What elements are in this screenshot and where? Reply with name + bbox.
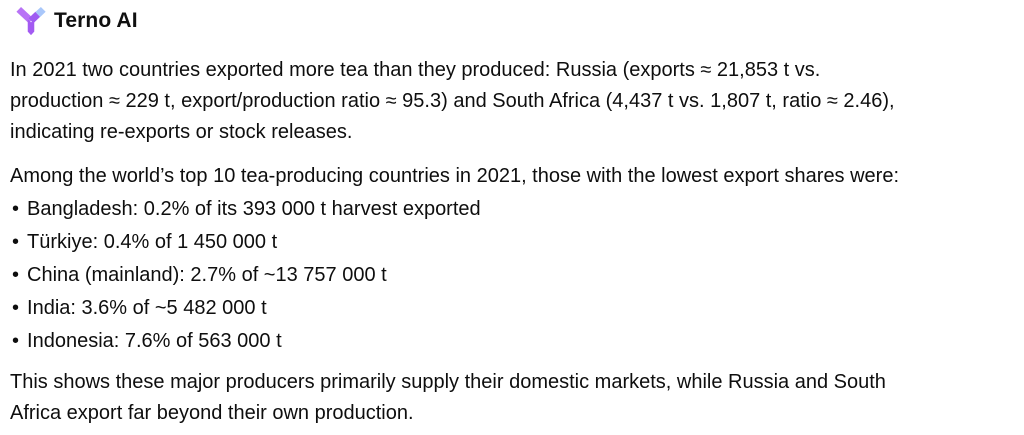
paragraph-line: Africa export far beyond their own produ… [10, 402, 414, 424]
terno-logo-icon [16, 6, 46, 37]
list-item-text: India: 3.6% of ~5 482 000 t [27, 297, 267, 319]
bullet-marker: • [12, 264, 20, 286]
list-item: • Bangladesh: 0.2% of its 393 000 t harv… [10, 193, 1018, 226]
logo-left-arm [16, 6, 34, 23]
paragraph-line: production ≈ 229 t, export/production ra… [10, 90, 895, 112]
bullet-marker: • [12, 330, 20, 352]
answer-paragraph-1: In 2021 two countries exported more tea … [10, 55, 1018, 148]
list-item-text: China (mainland): 2.7% of ~13 757 000 t [27, 264, 387, 286]
bullet-marker: • [12, 231, 20, 253]
list-item-text: Indonesia: 7.6% of 563 000 t [27, 330, 282, 352]
bullet-marker: • [12, 198, 20, 220]
logo-stem [27, 18, 35, 35]
paragraph-line: In 2021 two countries exported more tea … [10, 59, 821, 81]
lowest-export-shares-list: Among the world’s top 10 tea-producing c… [10, 160, 1018, 358]
list-item: • China (mainland): 2.7% of ~13 757 000 … [10, 259, 1018, 292]
bullet-marker: • [12, 297, 20, 319]
brand-name: Terno AI [54, 9, 138, 32]
list-intro: Among the world’s top 10 tea-producing c… [10, 165, 900, 187]
paragraph-line: indicating re-exports or stock releases. [10, 121, 353, 143]
logo-blue-tip [35, 6, 46, 17]
list-item: • Indonesia: 7.6% of 563 000 t [10, 325, 1018, 358]
list-item: • India: 3.6% of ~5 482 000 t [10, 292, 1018, 325]
answer-paragraph-3: This shows these major producers primari… [10, 367, 1018, 429]
logo-right-arm [28, 11, 41, 23]
list-item-text: Bangladesh: 0.2% of its 393 000 t harves… [27, 198, 481, 220]
list-item-text: Türkiye: 0.4% of 1 450 000 t [27, 231, 278, 253]
list-item: • Türkiye: 0.4% of 1 450 000 t [10, 226, 1018, 259]
brand-header: Terno AI [16, 5, 1018, 37]
paragraph-line: This shows these major producers primari… [10, 371, 886, 393]
